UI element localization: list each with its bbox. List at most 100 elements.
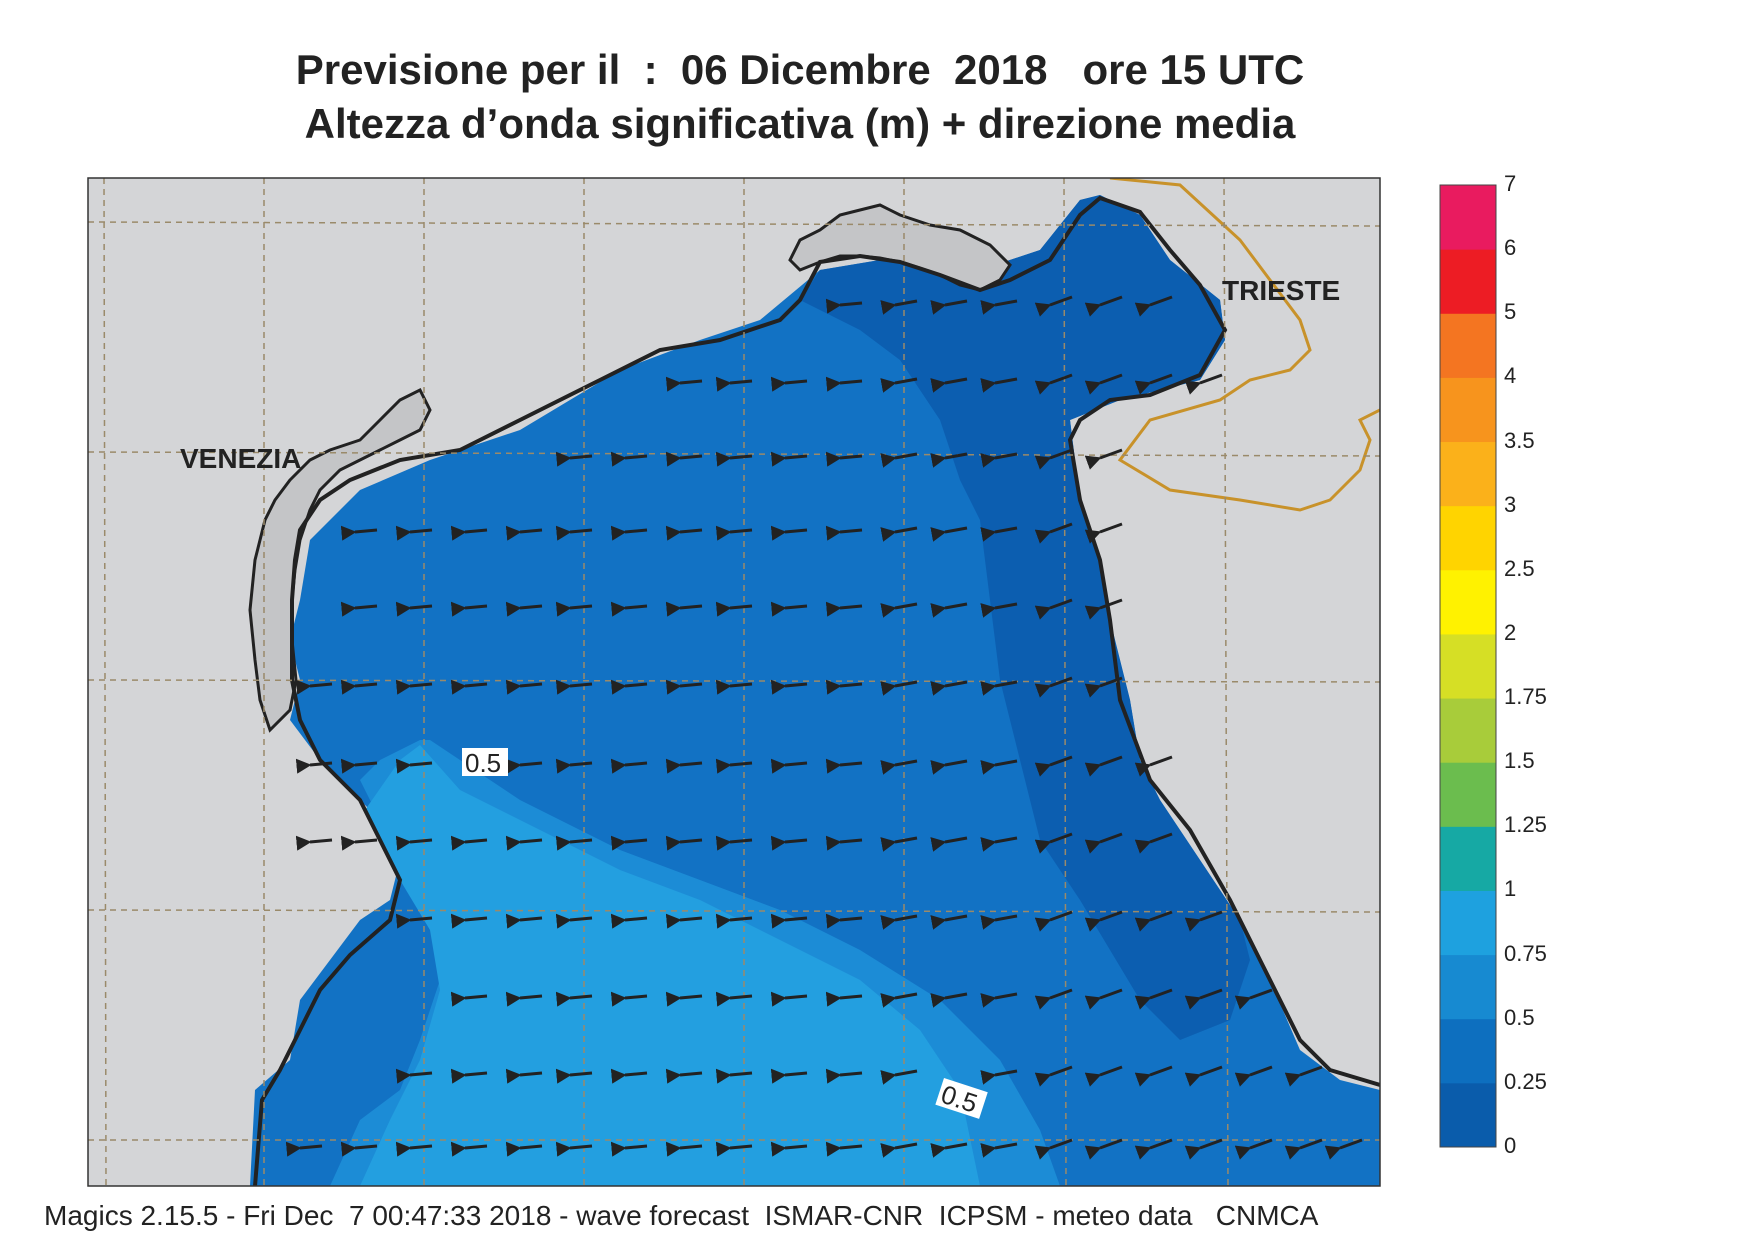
wave-arrow <box>610 601 648 617</box>
wave-arrow <box>555 835 593 851</box>
wave-arrow <box>555 679 593 695</box>
wave-arrow <box>1084 295 1123 317</box>
legend-swatch <box>1440 890 1496 956</box>
legend-label: 0.75 <box>1504 940 1547 966</box>
wave-arrow <box>1034 910 1073 932</box>
contour-label-1-box: 0.5 <box>462 748 508 778</box>
wave-arrow <box>395 679 433 695</box>
wave-arrow <box>665 679 703 695</box>
wave-arrow <box>1134 910 1173 932</box>
wave-arrow <box>1084 832 1123 854</box>
wave-arrow <box>770 758 808 774</box>
wave-arrow <box>555 991 593 1007</box>
wave-arrow <box>825 758 863 774</box>
wave-arrow <box>555 758 593 774</box>
wave-arrow <box>285 1141 323 1157</box>
wave-arrow <box>1034 988 1073 1010</box>
wave-arrow <box>980 377 1018 393</box>
wave-arrow <box>1084 373 1123 395</box>
wave-arrow <box>1184 1065 1223 1087</box>
wave-arrow <box>340 1141 378 1157</box>
wave-arrow <box>770 679 808 695</box>
wave-arrow <box>610 451 648 467</box>
legend-label: 2.5 <box>1504 555 1535 581</box>
legend-label: 3 <box>1504 491 1517 517</box>
wave-arrow <box>665 1141 703 1157</box>
wave-arrow <box>505 991 543 1007</box>
wave-arrow <box>665 1068 703 1084</box>
wave-arrow <box>505 835 543 851</box>
wave-arrow <box>395 913 433 929</box>
legend-label: 6 <box>1504 235 1517 261</box>
wave-arrow <box>1034 1065 1073 1087</box>
wave-arrow <box>980 1142 1018 1158</box>
wave-arrow <box>1134 755 1173 777</box>
wave-arrow <box>1084 988 1123 1010</box>
wave-arrow <box>295 835 333 851</box>
wave-arrow <box>610 1068 648 1084</box>
wave-arrow <box>880 836 918 852</box>
wave-arrow <box>665 991 703 1007</box>
wave-arrow <box>610 913 648 929</box>
legend-swatch <box>1440 698 1496 763</box>
wave-arrow <box>340 525 378 541</box>
contour-label-2-box: 0.5 <box>935 1078 988 1119</box>
wave-arrow <box>395 758 433 774</box>
wave-arrow <box>1284 1138 1323 1160</box>
wave-arrow <box>880 452 918 468</box>
legend-label: 4 <box>1504 363 1517 389</box>
wave-arrow <box>930 914 968 930</box>
wave-arrow <box>880 526 918 542</box>
wave-arrow <box>1134 295 1173 317</box>
wave-arrow <box>555 913 593 929</box>
wave-arrow <box>295 679 333 695</box>
wave-arrow <box>880 759 918 775</box>
wave-arrow <box>930 680 968 696</box>
wave-arrow <box>450 913 488 929</box>
wave-arrow <box>715 679 753 695</box>
venezia-lagoon-land <box>248 387 432 733</box>
wave-arrow <box>1284 1065 1323 1087</box>
wave-arrow <box>715 1141 753 1157</box>
legend-label: 0.25 <box>1504 1068 1547 1094</box>
wave-arrow <box>1034 832 1073 854</box>
wave-arrow <box>555 1141 593 1157</box>
legend-swatch <box>1440 505 1496 571</box>
wave-arrow <box>665 913 703 929</box>
wave-arrow <box>665 525 703 541</box>
wave-arrow <box>340 601 378 617</box>
wave-arrow <box>880 377 918 393</box>
legend-label: 1.25 <box>1504 812 1547 838</box>
wave-arrow <box>825 376 863 392</box>
legend-swatch <box>1440 377 1496 443</box>
wave-arrow <box>1084 755 1123 777</box>
wave-arrow <box>1034 1138 1073 1160</box>
legend-swatch <box>1440 185 1496 250</box>
wave-arrow <box>880 992 918 1008</box>
sea-zone-0-025 <box>800 195 1250 1040</box>
wave-arrow <box>980 759 1018 775</box>
wave-arrow <box>450 835 488 851</box>
wave-arrow <box>1184 988 1223 1010</box>
wave-arrow <box>505 1141 543 1157</box>
wave-arrow <box>980 992 1018 1008</box>
wave-arrow <box>980 452 1018 468</box>
wave-arrow <box>555 525 593 541</box>
legend-swatch <box>1440 249 1496 314</box>
wave-arrow <box>770 525 808 541</box>
wave-arrow <box>610 835 648 851</box>
footer-credits: Magics 2.15.5 - Fri Dec 7 00:47:33 2018 … <box>44 1200 1319 1231</box>
wave-arrow <box>1134 832 1173 854</box>
legend-label: 0.5 <box>1504 1004 1535 1030</box>
wave-arrow <box>825 525 863 541</box>
legend-swatch <box>1440 762 1496 827</box>
wave-arrow <box>930 299 968 315</box>
legend-swatch <box>1440 826 1496 891</box>
legend-label: 0 <box>1504 1133 1517 1158</box>
wave-arrow <box>1084 676 1123 698</box>
country-border <box>1109 178 1380 512</box>
wave-arrow <box>555 601 593 617</box>
wave-arrow <box>1184 1138 1223 1160</box>
wave-arrow <box>1034 755 1073 777</box>
wave-arrow <box>880 1069 918 1085</box>
